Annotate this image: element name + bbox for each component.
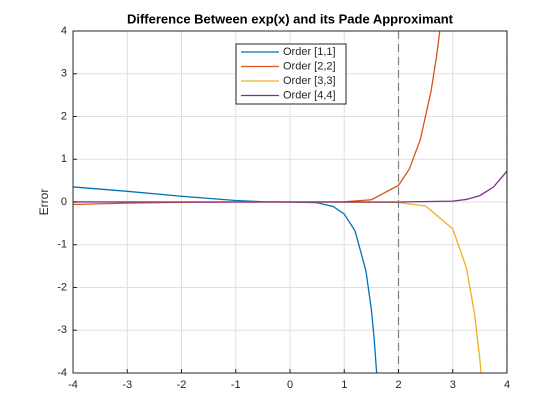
legend-label: Order [2,2] bbox=[283, 60, 336, 72]
y-axis-label: Error bbox=[37, 189, 51, 216]
legend: Order [1,1] Order [2,2] Order [3,3] Order [… bbox=[235, 43, 347, 105]
x-tick-label: 1 bbox=[341, 379, 347, 391]
legend-label: Order [4,4] bbox=[283, 89, 336, 101]
x-tick-label: 0 bbox=[287, 379, 293, 391]
chart-title: Difference Between exp(x) and its Pade A… bbox=[127, 11, 454, 26]
x-tick-label: -2 bbox=[177, 379, 187, 391]
x-tick-label: 2 bbox=[395, 379, 401, 391]
y-tick-label: 4 bbox=[61, 25, 67, 37]
y-tick-label: 1 bbox=[61, 153, 67, 165]
plot bbox=[73, 31, 507, 373]
series-line bbox=[73, 170, 507, 203]
y-tick-label: -1 bbox=[57, 239, 67, 251]
legend-box bbox=[235, 43, 347, 105]
x-tick-label: 3 bbox=[450, 379, 456, 391]
legend-label: Order [3,3] bbox=[283, 75, 336, 87]
legend-label: Order [1,1] bbox=[283, 46, 336, 58]
x-tick-label: -1 bbox=[231, 379, 241, 391]
series-line bbox=[73, 186, 378, 373]
x-tick-label: -3 bbox=[122, 379, 132, 391]
y-tick-label: 0 bbox=[61, 196, 67, 208]
x-tick-label: -4 bbox=[68, 379, 78, 391]
y-tick-label: -2 bbox=[57, 281, 67, 293]
ticks: -4 -3 -2 -1 0 1 2 3 4 -4 -3 -2 -1 0 1 2 3 4 bbox=[57, 25, 510, 391]
x-tick-label: 4 bbox=[504, 379, 510, 391]
y-tick-label: -4 bbox=[57, 367, 67, 379]
y-tick-label: -3 bbox=[57, 324, 67, 336]
y-tick-label: 2 bbox=[61, 110, 67, 122]
y-tick-label: 3 bbox=[61, 68, 67, 80]
